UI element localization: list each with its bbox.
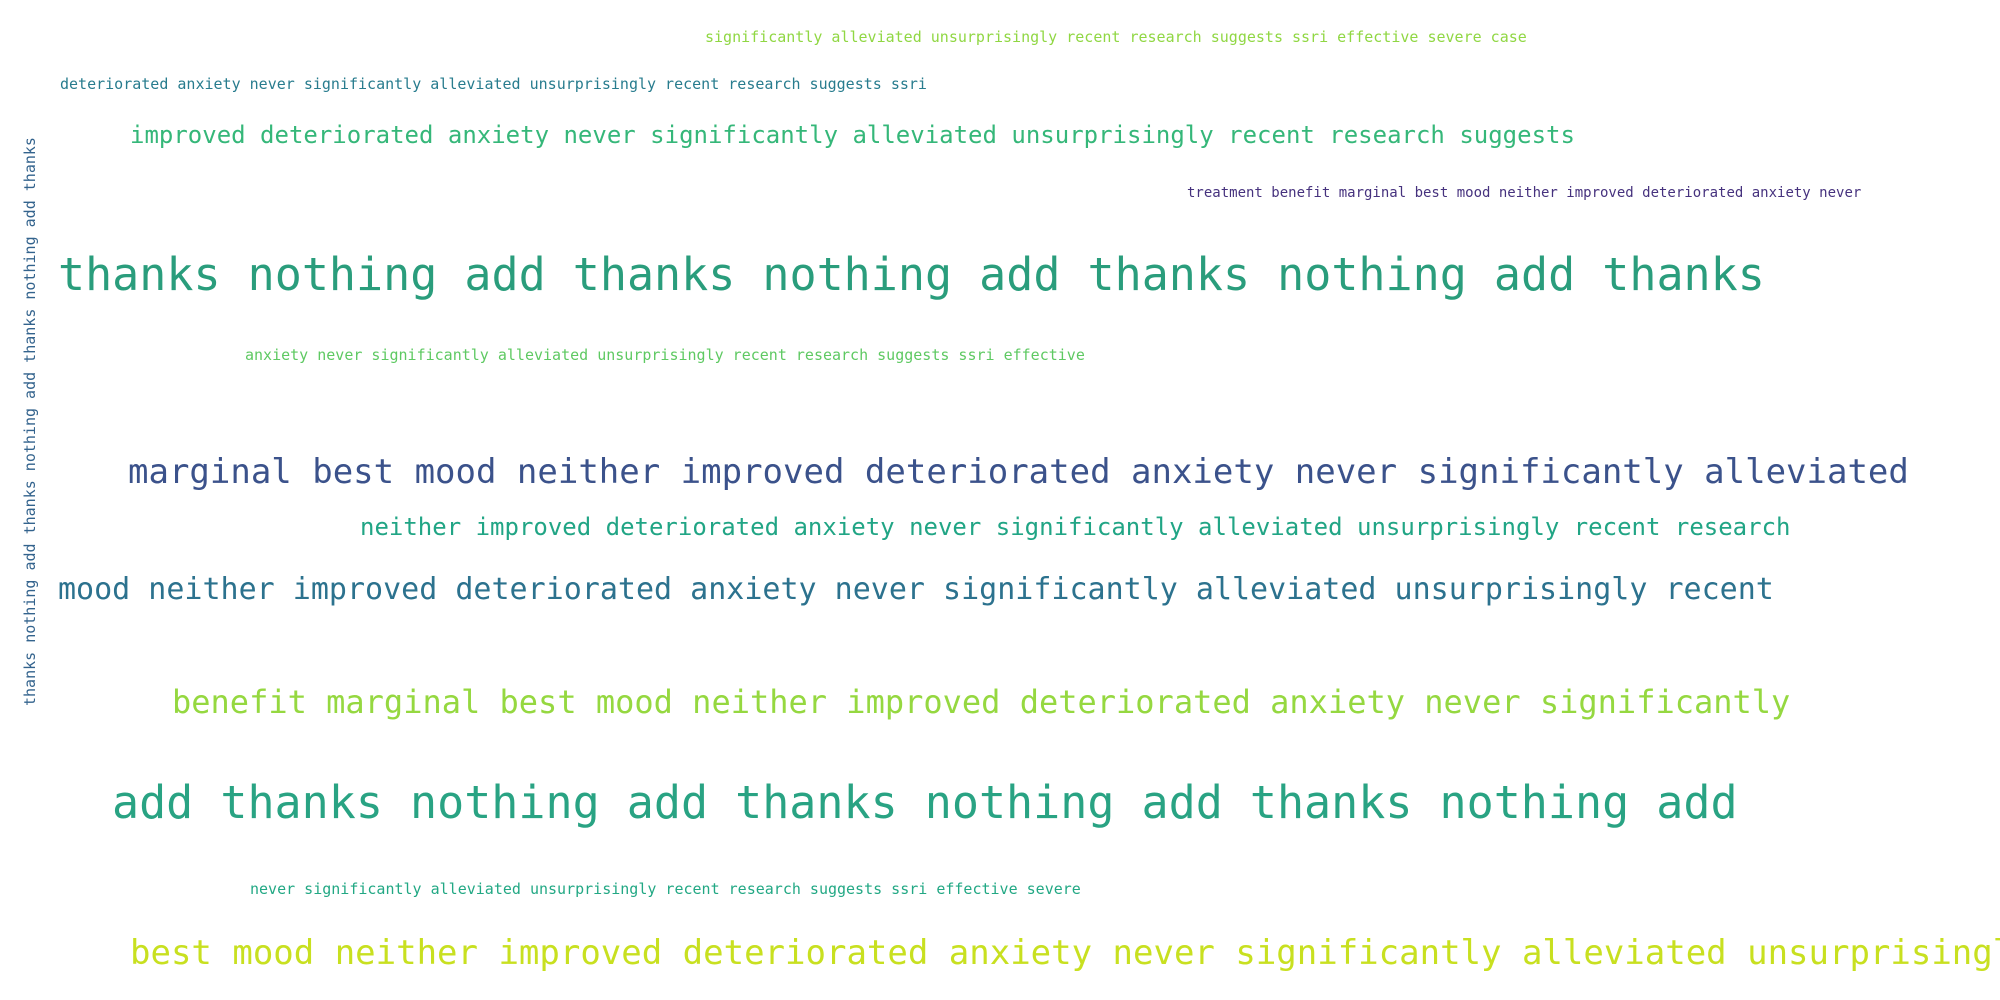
phrase-8: neither improved deteriorated anxiety ne… bbox=[360, 513, 1791, 541]
phrase-10: benefit marginal best mood neither impro… bbox=[172, 683, 1791, 721]
phrase-11: add thanks nothing add thanks nothing ad… bbox=[112, 776, 1738, 829]
phrase-12: never significantly alleviated unsurpris… bbox=[250, 880, 1081, 898]
phrase-9: mood neither improved deteriorated anxie… bbox=[58, 572, 1774, 607]
phrase-6: anxiety never significantly alleviated u… bbox=[245, 346, 1085, 364]
phrase-2: deteriorated anxiety never significantly… bbox=[60, 75, 927, 93]
phrase-13: best mood neither improved deteriorated … bbox=[130, 933, 2000, 973]
phrase-5: thanks nothing add thanks nothing add th… bbox=[58, 248, 1765, 301]
phrase-3: improved deteriorated anxiety never sign… bbox=[130, 121, 1575, 149]
phrase-7: marginal best mood neither improved dete… bbox=[128, 452, 1909, 492]
phrase-1: significantly alleviated unsurprisingly … bbox=[705, 28, 1527, 46]
vertical-phrase: thanks nothing add thanks nothing add th… bbox=[23, 137, 39, 706]
phrase-4: treatment benefit marginal best mood nei… bbox=[1187, 185, 1862, 201]
vertical-phrase-container: thanks nothing add thanks nothing add th… bbox=[23, 66, 41, 706]
